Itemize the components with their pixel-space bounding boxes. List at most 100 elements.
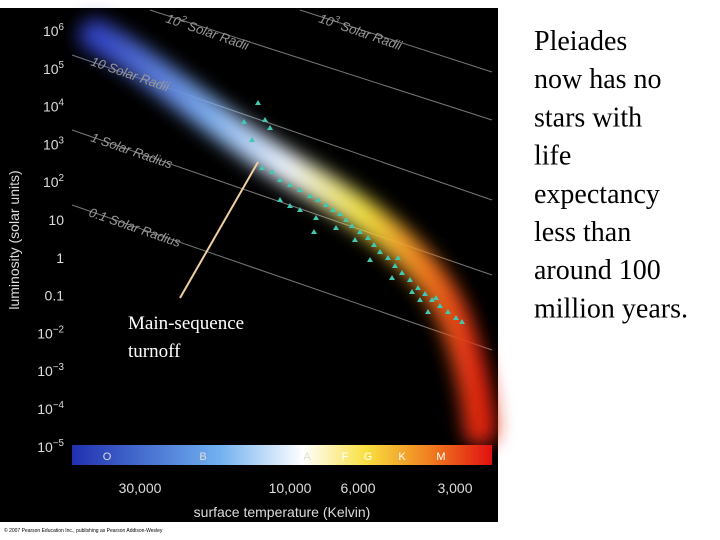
caption-line: Pleiades (534, 26, 627, 57)
star-marker (357, 229, 363, 234)
x-tick-label: 10,000 (269, 480, 312, 496)
spectral-class: F (342, 451, 349, 463)
y-tick-label: 10−2 (37, 324, 64, 341)
star-marker (315, 197, 321, 202)
star-marker (343, 217, 349, 222)
text: 10 (37, 363, 53, 379)
text: 1 (56, 250, 64, 266)
caption-line: life (534, 141, 571, 172)
superscript: 4 (59, 98, 65, 109)
pleiades-stars (241, 100, 465, 324)
star-marker (287, 182, 293, 187)
superscript: 2 (59, 173, 64, 184)
star-marker (259, 165, 265, 170)
y-tick-label: 10−3 (37, 362, 64, 379)
text: 10 (43, 174, 59, 190)
star-marker (241, 119, 247, 124)
star-marker (371, 242, 377, 247)
y-tick-label: 102 (43, 173, 64, 190)
superscript: 6 (59, 22, 65, 33)
annotation: turnoff (128, 341, 181, 362)
star-marker (352, 237, 358, 242)
star-marker (433, 295, 439, 300)
star-marker (385, 255, 391, 260)
star-marker (311, 229, 317, 234)
caption-line: less than (534, 217, 631, 248)
spectral-bar (72, 445, 492, 465)
y-tick-label: 0.1 (45, 288, 65, 304)
star-marker (255, 100, 261, 105)
y-tick-label: 10−5 (37, 438, 64, 455)
superscript: −4 (53, 400, 65, 411)
text: 10 (164, 11, 183, 30)
superscript: 2 (179, 13, 188, 24)
spectral-class: M (436, 451, 445, 463)
caption-line: now has no (534, 64, 662, 95)
y-tick-label: 10 (48, 212, 64, 228)
main-sequence-band (79, 19, 496, 446)
caption-line: around 100 (534, 255, 661, 286)
star-marker (262, 117, 268, 122)
y-tick-label: 103 (43, 135, 65, 152)
star-marker (287, 203, 293, 208)
star-marker (337, 211, 343, 216)
text: 10 (48, 212, 64, 228)
caption-line: expectancy (534, 179, 660, 210)
annotation: Main-sequence (128, 313, 244, 334)
star-marker (330, 207, 336, 212)
star-marker (349, 223, 355, 228)
spectral-class: O (103, 451, 112, 463)
star-marker (422, 291, 428, 296)
star-marker (409, 289, 415, 294)
star-marker (392, 263, 398, 268)
star-marker (453, 315, 459, 320)
spectral-class: G (364, 451, 373, 463)
star-marker (429, 297, 435, 302)
star-marker (415, 285, 421, 290)
superscript: 3 (333, 13, 341, 24)
x-axis-title: surface temperature (Kelvin) (194, 504, 371, 520)
text: 10 (37, 439, 53, 455)
y-tick-label: 1 (56, 250, 64, 266)
star-marker (277, 177, 283, 182)
x-tick-label: 6,000 (340, 480, 375, 496)
star-marker (297, 187, 303, 192)
text: 10 (317, 11, 336, 30)
spectral-class: B (199, 451, 206, 463)
star-marker (333, 225, 339, 230)
star-marker (269, 169, 275, 174)
star-marker (459, 319, 465, 324)
x-tick-label: 3,000 (437, 480, 472, 496)
star-marker (267, 125, 273, 130)
star-marker (323, 202, 329, 207)
star-marker (307, 193, 313, 198)
star-marker (277, 197, 283, 202)
star-marker (297, 207, 303, 212)
text: 0.1 (45, 288, 65, 304)
superscript: 3 (59, 135, 65, 146)
star-marker (437, 303, 443, 308)
spectral-class: A (303, 451, 311, 463)
star-marker (389, 275, 395, 280)
star-marker (445, 309, 451, 314)
caption-line: million years. (534, 293, 688, 324)
star-marker (365, 235, 371, 240)
annotation-line (179, 161, 259, 299)
text: 10 (43, 61, 59, 77)
star-marker (395, 255, 401, 260)
text: 10 (43, 23, 59, 39)
x-tick-label: 30,000 (119, 480, 162, 496)
superscript: −2 (53, 324, 64, 335)
copyright: © 2007 Pearson Education Inc., publishin… (4, 527, 163, 534)
y-axis-title: luminosity (solar units) (6, 170, 22, 309)
y-tick-label: 10−4 (37, 400, 64, 417)
star-marker (313, 215, 319, 220)
text: 10 (37, 325, 53, 341)
star-marker (417, 297, 423, 302)
superscript: −3 (53, 362, 65, 373)
superscript: 5 (59, 60, 65, 71)
spectral-class: K (398, 451, 406, 463)
star-marker (425, 309, 431, 314)
superscript: −5 (53, 438, 65, 449)
